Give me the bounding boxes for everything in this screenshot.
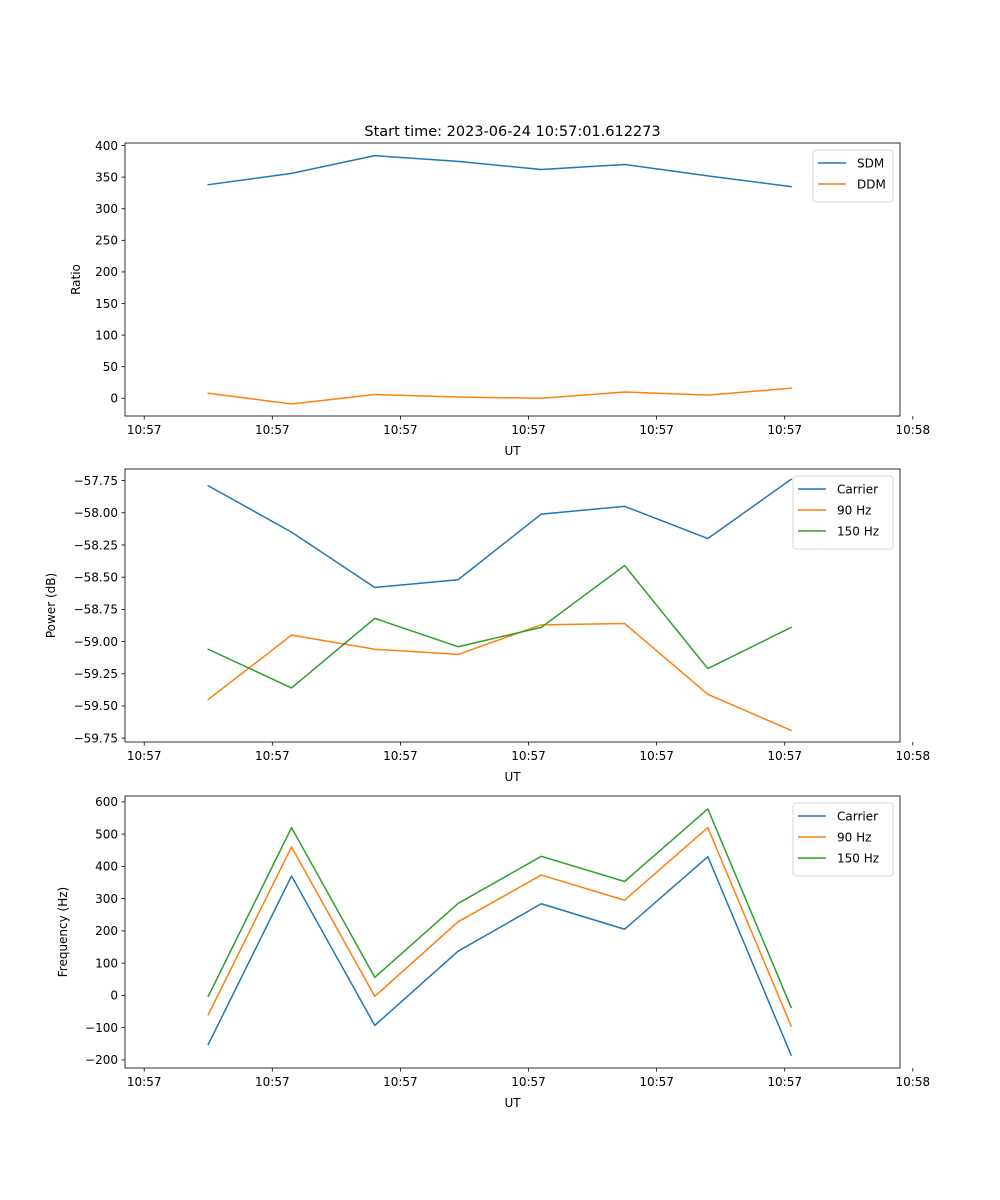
y-tick-label: −59.00 — [74, 635, 118, 649]
x-tick-label: 10:57 — [511, 749, 546, 763]
y-axis-label: Ratio — [69, 264, 83, 295]
x-tick-label: 10:57 — [255, 749, 290, 763]
axes-frame — [124, 468, 901, 743]
legend-label: SDM — [857, 156, 884, 170]
x-tick-label: 10:57 — [767, 423, 802, 437]
y-axis-label: Power (dB) — [44, 573, 58, 638]
y-tick-label: 400 — [95, 139, 118, 153]
subplot-2: 10:57 10:57 10:57 10:57 10:57 10:57 10:58 −59.7… — [44, 468, 931, 784]
x-tick-label: 10:58 — [896, 423, 931, 437]
y-tick-label: 50 — [103, 360, 118, 374]
subplot-3: 10:57 10:57 10:57 10:57 10:57 10:57 10:58 −200 −… — [56, 795, 930, 1110]
y-tick-label: −59.25 — [74, 667, 118, 681]
y-tick-label: 100 — [95, 956, 118, 970]
subplot-1: 10:57 10:57 10:57 10:57 10:57 10:57 10:58 0 50 10… — [69, 124, 930, 458]
y-tick-label: −58.25 — [74, 538, 118, 552]
y-tick-label: −59.75 — [74, 731, 118, 745]
legend-label: 150 Hz — [837, 851, 879, 865]
x-tick-label: 10:57 — [127, 1075, 162, 1089]
x-tick-label: 10:57 — [767, 1075, 802, 1089]
series-line-sdm — [207, 154, 792, 188]
legend-label: 90 Hz — [837, 830, 871, 844]
legend: SDM DDM — [812, 149, 894, 203]
x-tick-label: 10:57 — [511, 1075, 546, 1089]
y-tick-label: 150 — [95, 297, 118, 311]
x-tick-label: 10:57 — [383, 1075, 418, 1089]
y-tick-label: 0 — [110, 392, 118, 406]
legend-label: Carrier — [837, 482, 878, 496]
y-tick-label: 100 — [95, 328, 118, 342]
x-tick-label: 10:57 — [767, 749, 802, 763]
legend: Carrier 90 Hz 150 Hz — [792, 802, 894, 877]
y-tick-label: 500 — [95, 827, 118, 841]
y-tick-label: 200 — [95, 924, 118, 938]
y-tick-label: 0 — [110, 989, 118, 1003]
series-line-150-hz — [207, 564, 793, 689]
x-tick-label: 10:57 — [383, 749, 418, 763]
y-tick-label: 300 — [95, 892, 118, 906]
x-axis-label: UT — [504, 1096, 521, 1110]
chart-title: Start time: 2023-06-24 10:57:01.612273 — [364, 124, 660, 140]
legend-label: DDM — [857, 177, 886, 191]
x-tick-label: 10:57 — [127, 423, 162, 437]
x-tick-label: 10:57 — [127, 749, 162, 763]
y-tick-label: 400 — [95, 860, 118, 874]
x-axis-label: UT — [504, 770, 521, 784]
series-line-90-hz — [207, 826, 793, 1028]
x-tick-label: 10:57 — [639, 1075, 674, 1089]
y-tick-label: −58.50 — [74, 570, 118, 584]
y-tick-label: 250 — [95, 234, 118, 248]
y-tick-label: 350 — [95, 170, 118, 184]
x-tick-label: 10:57 — [255, 1075, 290, 1089]
y-tick-label: −200 — [85, 1053, 118, 1067]
x-tick-label: 10:58 — [896, 749, 931, 763]
y-tick-label: 200 — [95, 265, 118, 279]
y-tick-label: −58.00 — [74, 506, 118, 520]
legend-label: 150 Hz — [837, 524, 879, 538]
x-tick-label: 10:57 — [255, 423, 290, 437]
legend: Carrier 90 Hz 150 Hz — [792, 475, 894, 550]
y-tick-label: 600 — [95, 795, 118, 809]
x-tick-label: 10:57 — [511, 423, 546, 437]
y-tick-label: 300 — [95, 202, 118, 216]
x-tick-label: 10:57 — [639, 749, 674, 763]
axes-frame — [124, 795, 901, 1069]
y-tick-label: −59.50 — [74, 699, 118, 713]
legend-label: Carrier — [837, 809, 878, 823]
x-tick-label: 10:58 — [896, 1075, 931, 1089]
series-line-carrier — [207, 855, 793, 1057]
x-axis-label: UT — [504, 444, 521, 458]
y-tick-label: −57.75 — [74, 474, 118, 488]
x-tick-label: 10:57 — [383, 423, 418, 437]
y-tick-label: −100 — [85, 1021, 118, 1035]
legend-label: 90 Hz — [837, 503, 871, 517]
x-tick-label: 10:57 — [639, 423, 674, 437]
series-line-carrier — [207, 478, 793, 589]
series-line-90-hz — [207, 622, 793, 732]
y-axis-label: Frequency (Hz) — [56, 887, 70, 978]
y-tick-label: −58.75 — [74, 603, 118, 617]
series-line-150-hz — [207, 808, 793, 1009]
axes-frame — [124, 142, 901, 417]
series-line-ddm — [207, 387, 792, 405]
